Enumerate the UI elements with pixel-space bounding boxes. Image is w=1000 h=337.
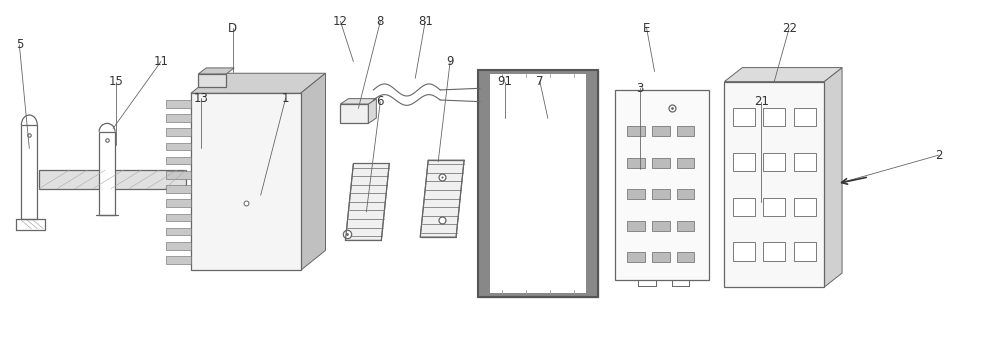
Bar bbox=[733, 108, 755, 126]
Text: 13: 13 bbox=[193, 92, 208, 105]
Bar bbox=[763, 242, 785, 261]
Polygon shape bbox=[166, 228, 191, 235]
Bar bbox=[652, 189, 670, 199]
Polygon shape bbox=[420, 160, 464, 237]
Polygon shape bbox=[166, 171, 191, 179]
Polygon shape bbox=[166, 185, 191, 193]
Polygon shape bbox=[368, 99, 376, 123]
Bar bbox=[677, 252, 694, 262]
Bar bbox=[794, 197, 816, 216]
Text: 6: 6 bbox=[377, 95, 384, 108]
Bar bbox=[733, 153, 755, 171]
Bar bbox=[586, 70, 598, 297]
Bar bbox=[39, 170, 186, 189]
Text: 5: 5 bbox=[16, 38, 23, 51]
Bar bbox=[794, 108, 816, 126]
Bar bbox=[627, 221, 645, 231]
Text: 7: 7 bbox=[536, 75, 544, 88]
Text: 22: 22 bbox=[782, 22, 797, 35]
Bar bbox=[478, 70, 490, 297]
Bar bbox=[21, 125, 37, 219]
Bar bbox=[652, 252, 670, 262]
Bar bbox=[340, 104, 368, 123]
Bar bbox=[677, 221, 694, 231]
Polygon shape bbox=[340, 99, 376, 104]
Polygon shape bbox=[166, 214, 191, 221]
Bar bbox=[652, 126, 670, 136]
Polygon shape bbox=[198, 68, 234, 74]
Bar bbox=[478, 70, 598, 74]
Bar bbox=[733, 242, 755, 261]
Polygon shape bbox=[166, 114, 191, 122]
Bar bbox=[652, 221, 670, 231]
Polygon shape bbox=[345, 163, 389, 240]
Text: D: D bbox=[228, 22, 237, 35]
Bar bbox=[99, 132, 115, 215]
Bar bbox=[478, 70, 598, 297]
Bar bbox=[733, 197, 755, 216]
Text: 15: 15 bbox=[109, 75, 124, 88]
Text: 81: 81 bbox=[418, 15, 433, 28]
Polygon shape bbox=[166, 143, 191, 150]
Polygon shape bbox=[301, 73, 325, 270]
Bar bbox=[615, 90, 709, 280]
Bar bbox=[677, 126, 694, 136]
Polygon shape bbox=[166, 200, 191, 207]
Bar bbox=[198, 74, 226, 87]
Bar bbox=[763, 153, 785, 171]
Text: 1: 1 bbox=[282, 92, 289, 105]
Polygon shape bbox=[166, 256, 191, 264]
Text: 3: 3 bbox=[636, 82, 643, 95]
Polygon shape bbox=[166, 157, 191, 164]
Polygon shape bbox=[824, 67, 842, 287]
Bar bbox=[627, 126, 645, 136]
Bar bbox=[652, 158, 670, 168]
Text: 8: 8 bbox=[377, 15, 384, 28]
Bar bbox=[724, 82, 824, 287]
Polygon shape bbox=[166, 100, 191, 108]
Text: 12: 12 bbox=[333, 15, 348, 28]
Bar bbox=[627, 158, 645, 168]
Bar bbox=[763, 108, 785, 126]
Bar bbox=[627, 189, 645, 199]
Text: 2: 2 bbox=[935, 149, 943, 162]
Text: 91: 91 bbox=[497, 75, 512, 88]
Polygon shape bbox=[191, 73, 325, 93]
Bar bbox=[478, 293, 598, 297]
Polygon shape bbox=[724, 67, 842, 82]
Text: 11: 11 bbox=[153, 55, 168, 68]
Bar bbox=[794, 242, 816, 261]
Bar bbox=[794, 153, 816, 171]
Bar bbox=[627, 252, 645, 262]
Text: 21: 21 bbox=[754, 95, 769, 108]
Bar bbox=[191, 93, 301, 270]
Bar bbox=[763, 197, 785, 216]
Bar bbox=[677, 158, 694, 168]
Bar bbox=[478, 70, 598, 297]
Text: 9: 9 bbox=[446, 55, 454, 68]
Bar bbox=[677, 189, 694, 199]
Polygon shape bbox=[166, 242, 191, 250]
Text: E: E bbox=[643, 22, 650, 35]
Polygon shape bbox=[166, 128, 191, 136]
